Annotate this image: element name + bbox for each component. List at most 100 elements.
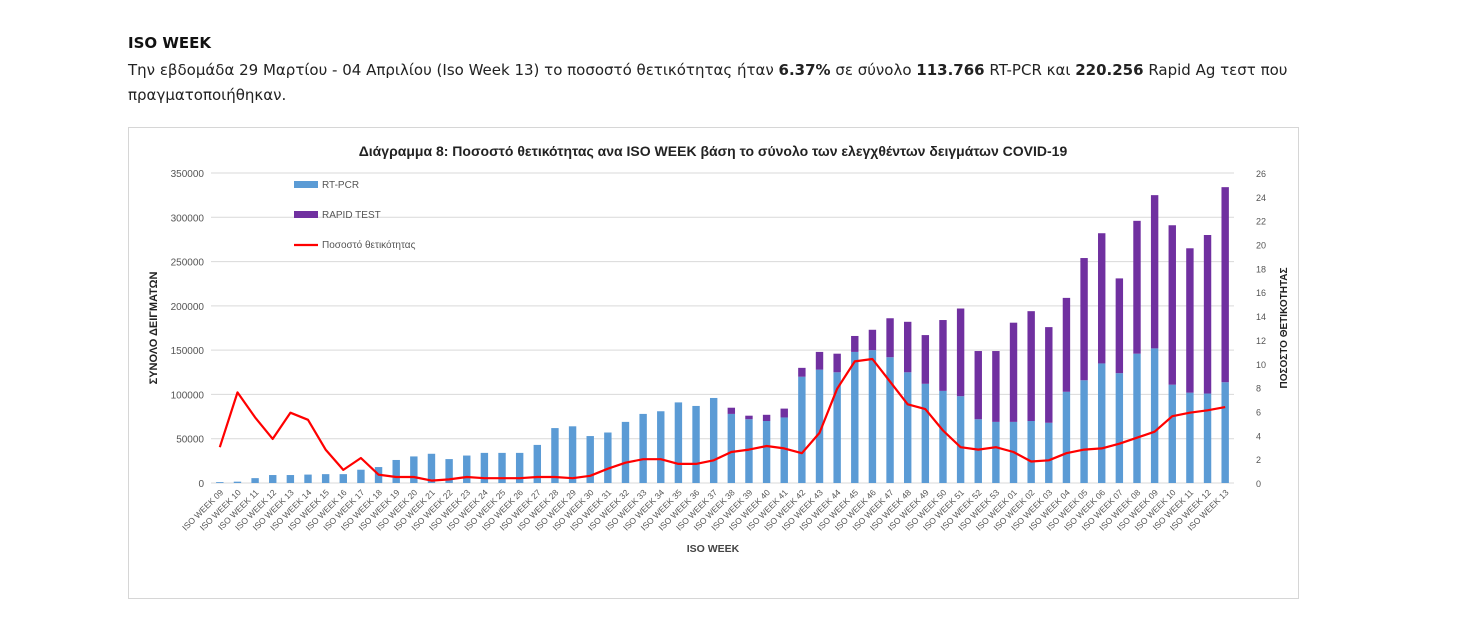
bar-rapid	[851, 335, 859, 352]
y2-tick-label: 16	[1256, 288, 1266, 298]
positivity-rate: 6.37%	[778, 61, 831, 79]
bar-rtpcr	[621, 421, 630, 483]
bar-rtpcr	[780, 417, 788, 483]
y2-tick-label: 24	[1256, 193, 1266, 203]
bar-rtpcr	[745, 419, 753, 483]
bar-rapid	[1203, 235, 1212, 394]
y2-tick-label: 26	[1256, 169, 1266, 179]
bar-rtpcr	[480, 452, 489, 483]
bar-rtpcr	[604, 432, 612, 483]
bar-rtpcr	[1027, 421, 1035, 483]
bar-rapid	[1150, 195, 1159, 349]
bar-rtpcr	[851, 351, 859, 483]
chart-title: Διάγραμμα 8: Ποσοστό θετικότητας ανα ISO…	[359, 143, 1068, 159]
bar-rapid	[1098, 233, 1106, 364]
bar-rtpcr	[233, 481, 242, 483]
y-tick-label: 0	[198, 479, 204, 490]
bar-rtpcr	[1203, 393, 1212, 483]
summary-text-2: σε σύνολο	[830, 61, 917, 79]
bar-rtpcr	[515, 452, 524, 483]
text-section: ISO WEEK Την εβδομάδα 29 Μαρτίου - 04 Απ…	[128, 34, 1328, 108]
bar-rtpcr	[903, 372, 912, 483]
positivity-line	[218, 357, 1226, 482]
bar-rtpcr	[1062, 391, 1071, 483]
bar-rtpcr	[639, 413, 647, 483]
bar-rtpcr	[586, 436, 594, 483]
bar-rapid	[1168, 225, 1176, 385]
bar-rtpcr	[956, 396, 965, 483]
bar-rapid	[992, 351, 1000, 422]
bar-rtpcr	[1168, 384, 1176, 483]
bar-rtpcr	[392, 459, 400, 483]
summary-text-1: Την εβδομάδα 29 Μαρτίου - 04 Απριλίου (I…	[128, 61, 779, 79]
bar-rtpcr	[1186, 392, 1194, 483]
bar-rtpcr	[868, 350, 877, 483]
section-heading: ISO WEEK	[128, 34, 212, 52]
summary-paragraph: Την εβδομάδα 29 Μαρτίου - 04 Απριλίου (I…	[128, 58, 1328, 108]
positivity-chart: Διάγραμμα 8: Ποσοστό θετικότητας ανα ISO…	[148, 143, 1290, 555]
bar-rtpcr	[410, 456, 418, 483]
bar-rapid	[939, 320, 947, 391]
bar-rtpcr	[1133, 353, 1141, 483]
bar-rtpcr	[709, 397, 718, 483]
bar-rtpcr	[1115, 373, 1124, 483]
y-axis-label: ΣΥΝΟΛΟ ΔΕΙΓΜΑΤΩΝ	[148, 272, 160, 385]
bar-rtpcr	[1098, 363, 1106, 483]
bar-rapid	[1221, 187, 1229, 383]
bar-rapid	[974, 351, 982, 420]
bar-rtpcr	[1045, 422, 1053, 483]
bar-rapid	[815, 351, 824, 370]
bar-rtpcr	[939, 390, 947, 483]
bar-rapid	[762, 414, 771, 421]
bar-rtpcr	[657, 411, 665, 483]
y-tick-label: 200000	[171, 302, 205, 313]
y2-tick-label: 18	[1256, 264, 1266, 274]
bar-rtpcr	[992, 421, 1000, 483]
bar-rtpcr	[357, 469, 365, 483]
legend-swatch-rtpcr	[294, 181, 318, 188]
bar-rapid	[1027, 311, 1035, 421]
bar-rtpcr	[1221, 382, 1229, 483]
legend-label-rtpcr: RT-PCR	[322, 180, 359, 191]
bar-rtpcr	[974, 419, 982, 483]
bar-rtpcr	[427, 453, 436, 483]
bar-rapid	[1133, 220, 1141, 354]
bar-rtpcr	[692, 405, 700, 483]
y2-axis-label: ΠΟΣΟΣΤΟ ΘΕΤΙΚΟΤΗΤΑΣ	[1279, 267, 1290, 388]
bar-rapid	[745, 415, 753, 420]
y-tick-label: 50000	[176, 435, 204, 446]
bar-rtpcr	[921, 383, 930, 483]
bar-rtpcr	[339, 474, 347, 483]
bar-rtpcr	[1150, 348, 1159, 483]
bar-rtpcr	[251, 478, 259, 483]
y-tick-label: 350000	[171, 169, 205, 180]
y-tick-label: 150000	[171, 346, 205, 357]
bar-rtpcr	[498, 452, 506, 483]
bar-rtpcr	[833, 372, 841, 483]
y2-tick-label: 22	[1256, 217, 1266, 227]
rtpcr-total: 113.766	[916, 61, 985, 79]
bar-rtpcr	[216, 482, 224, 483]
bar-rtpcr	[304, 474, 312, 483]
bar-rapid	[921, 335, 930, 384]
bar-rtpcr	[1080, 380, 1088, 483]
legend-swatch-rapid	[294, 211, 318, 218]
bar-rapid	[833, 353, 841, 373]
bar-rapid	[780, 408, 788, 418]
bar-rapid	[1062, 297, 1071, 392]
bar-rtpcr	[568, 426, 577, 483]
bar-rtpcr	[321, 474, 330, 483]
bar-rtpcr	[269, 475, 277, 483]
y2-tick-label: 20	[1256, 241, 1266, 251]
bar-rtpcr	[798, 376, 806, 483]
bar-rtpcr	[445, 459, 453, 483]
legend-label-positivity: Ποσοστό θετικότητας	[322, 239, 416, 251]
bar-rtpcr	[815, 369, 824, 483]
y2-tick-label: 6	[1256, 407, 1261, 417]
bar-rapid	[727, 407, 736, 414]
bar-rtpcr	[674, 402, 683, 483]
y2-tick-label: 0	[1256, 479, 1261, 489]
legend-label-rapid: RAPID TEST	[322, 210, 381, 221]
y2-tick-label: 12	[1256, 336, 1266, 346]
y2-tick-label: 10	[1256, 360, 1266, 370]
